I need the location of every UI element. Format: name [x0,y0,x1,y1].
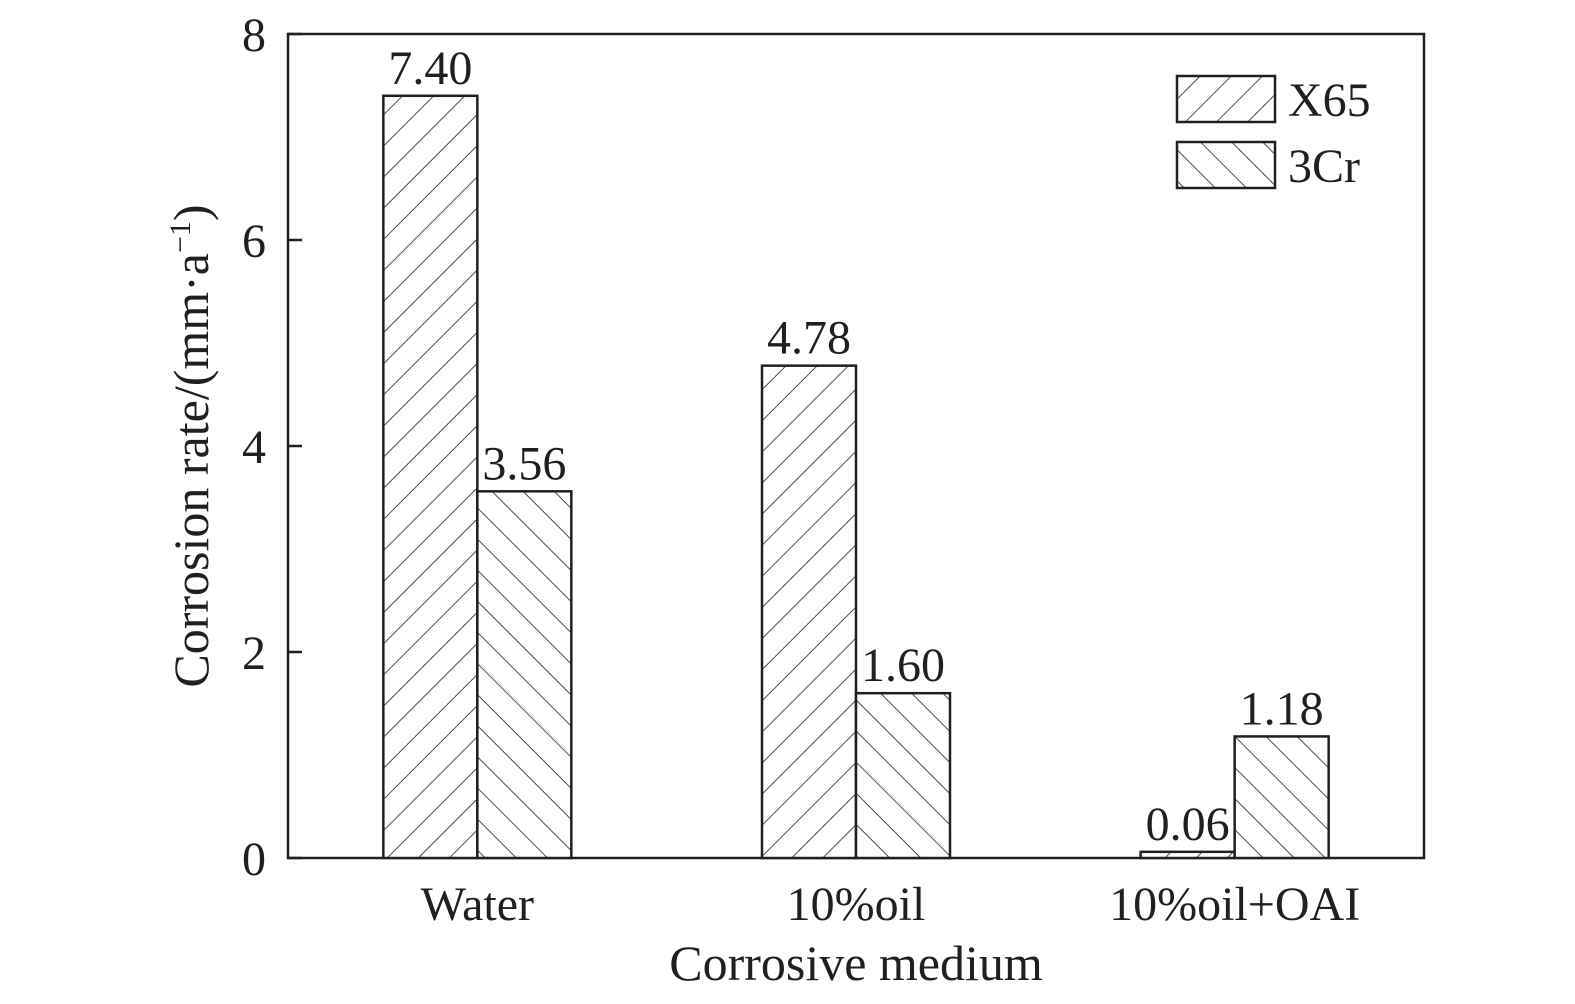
y-axis-title: Corrosion rate/(mm·a−1) [163,204,219,687]
y-tick-label-4: 8 [242,9,266,62]
y-axis-title-text: Corrosion rate/(mm·a [163,253,219,688]
x-category-label-0: Water [421,878,534,931]
legend-label-3Cr: 3Cr [1288,140,1360,193]
legend-swatch-X65 [1175,74,1277,124]
x-axis-title: Corrosive medium [669,935,1043,991]
x-axis-category-labels: Water 10%oil 10%oil+OAI [421,878,1361,931]
bar-X65-2 [1139,850,1236,860]
data-labels: 7.40 3.56 4.78 1.60 0.06 1.18 [388,42,1323,851]
bar-X65-1 [760,364,858,860]
data-label-3Cr-1: 1.60 [861,639,945,692]
data-label-X65-1: 4.78 [767,312,851,365]
bar-3Cr-1 [854,691,952,860]
data-label-X65-0: 7.40 [388,42,472,95]
data-label-3Cr-0: 3.56 [482,437,566,490]
bar-3Cr-2 [1233,735,1330,860]
y-tick-label-1: 2 [242,627,266,680]
y-tick-label-0: 0 [242,833,266,886]
y-axis-ticks: 0 2 4 6 8 [242,9,302,886]
legend-swatch-3Cr [1175,140,1277,190]
y-tick-label-3: 6 [242,215,266,268]
legend-label-X65: X65 [1288,74,1371,127]
y-tick-label-2: 4 [242,421,266,474]
y-axis-title-close: ) [163,204,219,221]
x-category-label-2: 10%oil+OAI [1109,878,1360,931]
bar-3Cr-0 [476,490,573,860]
x-category-label-1: 10%oil [787,878,926,931]
data-label-X65-2: 0.06 [1146,798,1230,851]
bars [382,94,1330,860]
data-label-3Cr-2: 1.18 [1240,682,1324,735]
bar-X65-0 [382,94,479,860]
y-axis-title-superscript: −1 [164,221,197,253]
